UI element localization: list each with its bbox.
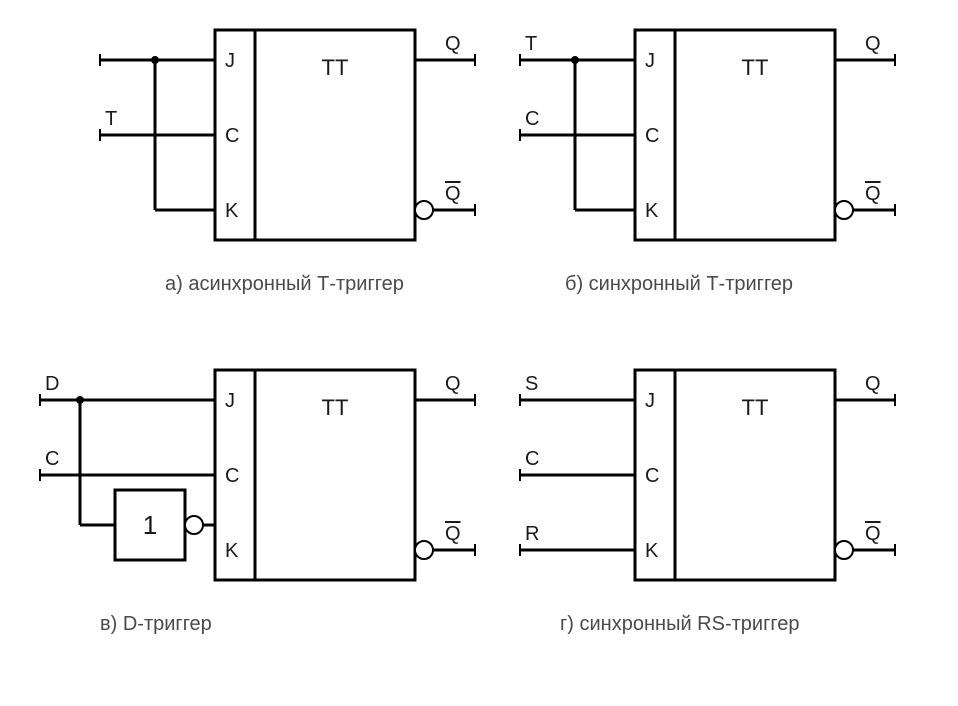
svg-text:C: C [225, 125, 239, 147]
svg-text:б) синхронный Т-триггер: б) синхронный Т-триггер [565, 273, 793, 295]
svg-text:Q: Q [445, 183, 461, 205]
svg-text:C: C [645, 465, 659, 487]
svg-text:Q: Q [865, 183, 881, 205]
svg-text:T: T [525, 33, 537, 55]
svg-text:S: S [525, 373, 538, 395]
svg-text:K: K [225, 540, 239, 562]
svg-text:J: J [645, 390, 655, 412]
svg-text:TT: TT [742, 55, 769, 80]
svg-text:Q: Q [445, 373, 461, 395]
svg-text:Q: Q [445, 33, 461, 55]
svg-text:в) D-триггер: в) D-триггер [100, 613, 212, 635]
svg-text:D: D [45, 373, 59, 395]
svg-text:C: C [225, 465, 239, 487]
svg-text:TT: TT [322, 55, 349, 80]
svg-text:C: C [645, 125, 659, 147]
svg-text:T: T [105, 108, 117, 130]
svg-text:Q: Q [865, 373, 881, 395]
svg-text:Q: Q [865, 33, 881, 55]
svg-text:K: K [645, 200, 659, 222]
svg-text:а) асинхронный Т-триггер: а) асинхронный Т-триггер [165, 273, 404, 295]
diagram-canvas: JCKTTTQQJCKTTTCQQJCKTTDC1QQJCKTTSCRQQа) … [0, 0, 958, 706]
svg-text:C: C [45, 448, 59, 470]
svg-text:J: J [225, 50, 235, 72]
svg-text:J: J [225, 390, 235, 412]
svg-text:TT: TT [322, 395, 349, 420]
svg-text:R: R [525, 523, 539, 545]
svg-text:г) синхронный RS-триггер: г) синхронный RS-триггер [560, 613, 799, 635]
svg-text:C: C [525, 108, 539, 130]
svg-text:Q: Q [865, 523, 881, 545]
svg-text:Q: Q [445, 523, 461, 545]
svg-text:J: J [645, 50, 655, 72]
svg-text:TT: TT [742, 395, 769, 420]
svg-text:C: C [525, 448, 539, 470]
svg-text:K: K [645, 540, 659, 562]
svg-text:K: K [225, 200, 239, 222]
svg-text:1: 1 [143, 510, 157, 540]
